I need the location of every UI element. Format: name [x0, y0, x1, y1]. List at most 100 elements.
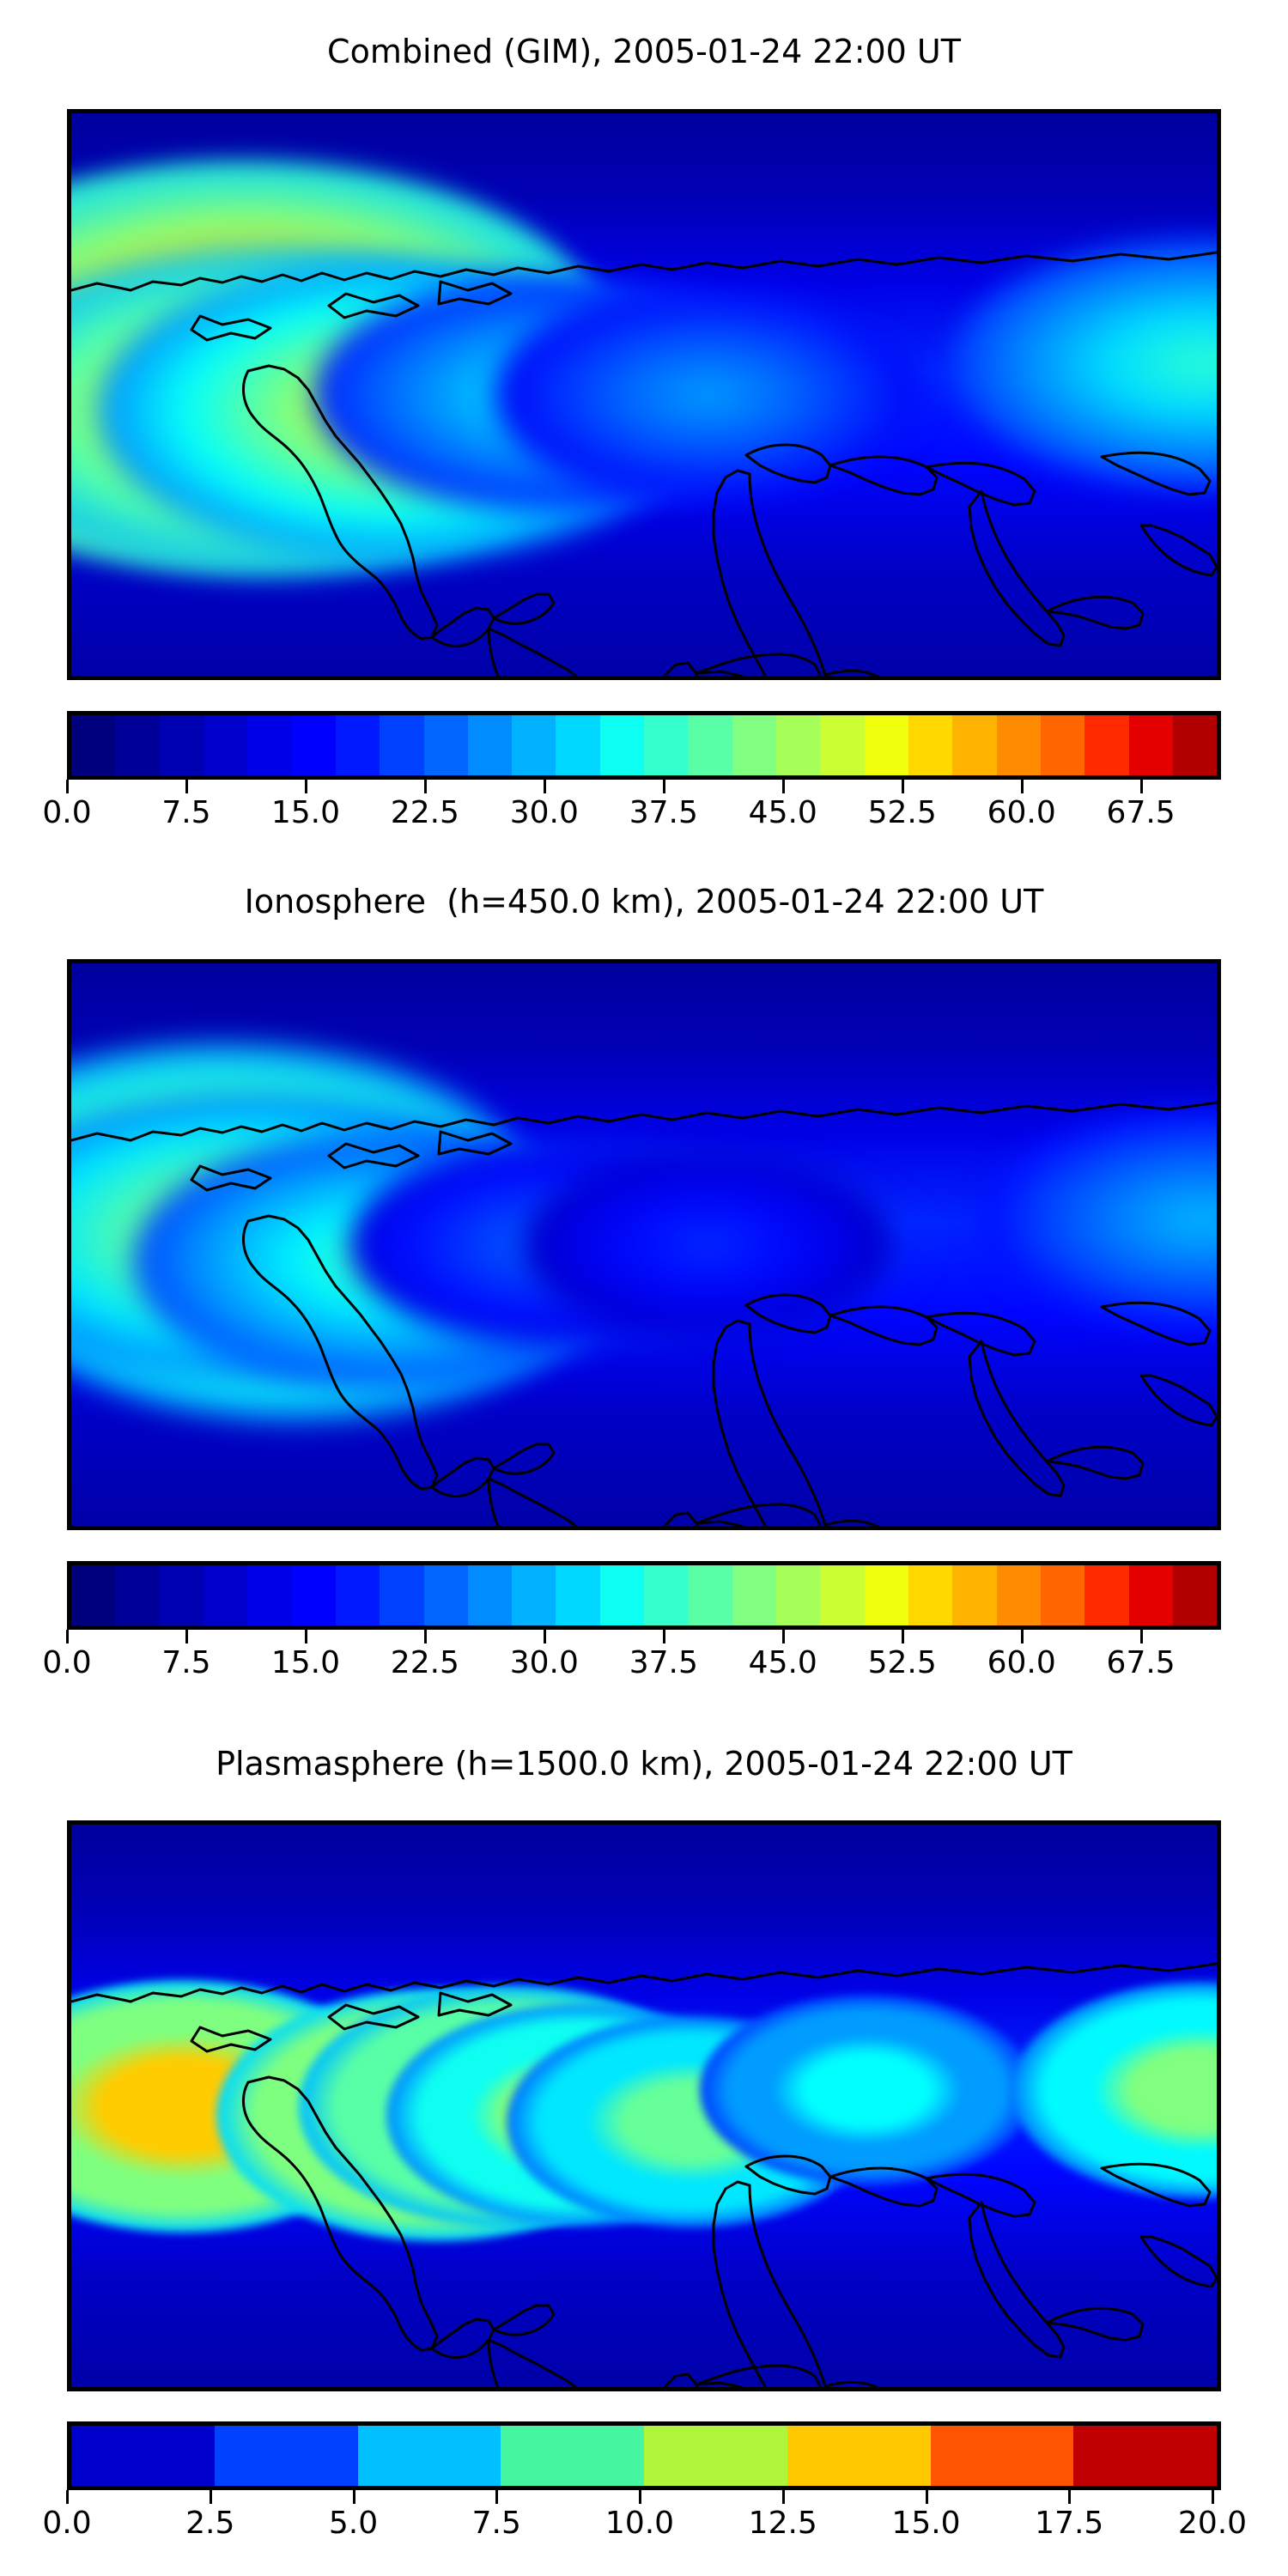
colorbar-segment	[908, 715, 953, 775]
colorbar-tick-labels: 0.0 7.5 15.0 22.5 30.0 37.5 45.0 52.5 60.0 67.5	[42, 795, 1217, 836]
colorbar-tick	[1020, 1630, 1024, 1643]
colorbar-segment	[214, 2426, 358, 2486]
colorbar-segment	[996, 1565, 1041, 1625]
colorbar-tick	[352, 2490, 355, 2504]
map-combined	[67, 109, 1221, 680]
tec-feature-blob	[523, 1152, 893, 1337]
colorbar-segment	[644, 715, 689, 775]
coastline-path	[714, 2182, 835, 2387]
colorbar-segment	[501, 2426, 644, 2486]
coastline-path	[243, 1216, 437, 1489]
colorbar-tick	[423, 780, 427, 793]
colorbar-tick	[66, 1630, 69, 1643]
colorbar-ticks	[63, 1630, 1217, 1645]
colorbar-segment	[952, 1565, 997, 1625]
coastline-path	[825, 1521, 897, 1526]
coastline-path	[1102, 1303, 1210, 1345]
colorbar-segment	[247, 715, 292, 775]
colorbar-segment	[556, 715, 600, 775]
panel-ionosphere: Ionosphere (h=450.0 km), 2005-01-24 22:0…	[0, 850, 1288, 1709]
coastline-path	[191, 316, 270, 340]
colorbar-segment	[1073, 2426, 1217, 2486]
colorbar-tick	[662, 780, 665, 793]
coastline-path	[439, 1993, 511, 2015]
coastlines-overlay	[71, 113, 1217, 676]
colorbar-segment	[115, 715, 160, 775]
colorbar-tick-label: 15.0	[891, 2506, 961, 2541]
colorbar-segment	[864, 1565, 908, 1625]
colorbar-tick	[901, 780, 904, 793]
colorbar-tick	[543, 1630, 546, 1643]
colorbar-segment	[820, 715, 865, 775]
coastline-path	[71, 1995, 131, 2002]
colorbar-plasmasphere: 0.0 2.5 5.0 7.5 10.0 12.5 15.0 17.5 20.0	[42, 2421, 1247, 2547]
colorbar-tick-label: 52.5	[867, 1645, 937, 1680]
colorbar-tick	[1212, 2490, 1214, 2504]
colorbar-segment	[71, 715, 116, 775]
colorbar-tick	[185, 780, 188, 793]
coastline-path	[631, 663, 697, 676]
colorbar-segment	[1172, 1565, 1218, 1625]
colorbar-segment	[380, 1565, 424, 1625]
coastline-svg	[71, 963, 1217, 1526]
coastline-path	[1102, 2164, 1210, 2206]
coastline-path	[191, 2027, 270, 2051]
coastline-path	[969, 491, 1064, 646]
colorbar-segment	[930, 2426, 1074, 2486]
coastline-path	[131, 1103, 1217, 1140]
colorbar-tick-label: 15.0	[270, 795, 340, 830]
colorbar-segment	[996, 715, 1041, 775]
coastline-path	[71, 1133, 131, 1140]
colorbar-ticks	[63, 780, 1217, 795]
colorbar-tick	[209, 2490, 212, 2504]
colorbar-tick-label: 7.5	[471, 2506, 521, 2541]
colorbar-segment	[787, 2426, 931, 2486]
colorbar-tick-label: 5.0	[328, 2506, 379, 2541]
colorbar-tick	[781, 2490, 785, 2504]
coastline-path	[825, 2382, 897, 2387]
colorbar-tick-label: 0.0	[42, 2506, 92, 2541]
coastline-path	[1102, 453, 1210, 495]
coastline-path	[243, 2077, 437, 2350]
colorbar-segment	[335, 715, 380, 775]
coastline-path	[714, 1321, 835, 1526]
colorbar-segment	[776, 715, 821, 775]
coastline-path	[746, 2156, 830, 2194]
colorbar-tick-label: 67.5	[1106, 795, 1176, 830]
colorbar-segment	[203, 715, 248, 775]
coastline-path	[927, 1313, 1035, 1355]
coastline-path	[1047, 2308, 1143, 2340]
coastline-path	[489, 629, 633, 676]
colorbar-tick	[543, 780, 546, 793]
coastline-path	[746, 445, 830, 483]
coastline-path	[494, 594, 554, 623]
colorbar-segment	[512, 1565, 556, 1625]
map-ionosphere	[67, 959, 1221, 1530]
panel-plasmasphere: Plasmasphere (h=1500.0 km), 2005-01-24 2…	[0, 1710, 1288, 2576]
colorbar-tick	[662, 1630, 665, 1643]
colorbar-tick-label: 52.5	[867, 795, 937, 830]
coastline-path	[1047, 597, 1143, 629]
colorbar-tick	[1139, 780, 1143, 793]
tec-field-combined	[71, 113, 1217, 676]
colorbar-tick	[1139, 1630, 1143, 1643]
panel-title-ionosphere: Ionosphere (h=450.0 km), 2005-01-24 22:0…	[244, 883, 1044, 920]
colorbar-segment	[357, 2426, 501, 2486]
colorbar-ionosphere: 0.0 7.5 15.0 22.5 30.0 37.5 45.0 52.5 60.0 67.5	[42, 1561, 1221, 1686]
colorbar-tick-labels: 0.0 2.5 5.0 7.5 10.0 12.5 15.0 17.5 20.0	[42, 2506, 1247, 2547]
colorbar-segment	[732, 715, 776, 775]
colorbar-segment	[291, 715, 336, 775]
coastline-path	[439, 282, 511, 304]
coastline-path	[489, 2340, 633, 2387]
coastline-path	[825, 671, 897, 676]
colorbar-segment	[467, 715, 513, 775]
colorbar-tick-label: 7.5	[161, 1645, 211, 1680]
colorbar-segment	[688, 1565, 732, 1625]
colorbar-segment	[599, 1565, 645, 1625]
colorbar-segment	[908, 1565, 953, 1625]
colorbar-segment	[1084, 715, 1129, 775]
colorbar-tick	[185, 1630, 188, 1643]
coastline-path	[494, 1444, 554, 1473]
colorbar-segment	[71, 2426, 215, 2486]
coastline-path	[631, 1513, 697, 1526]
